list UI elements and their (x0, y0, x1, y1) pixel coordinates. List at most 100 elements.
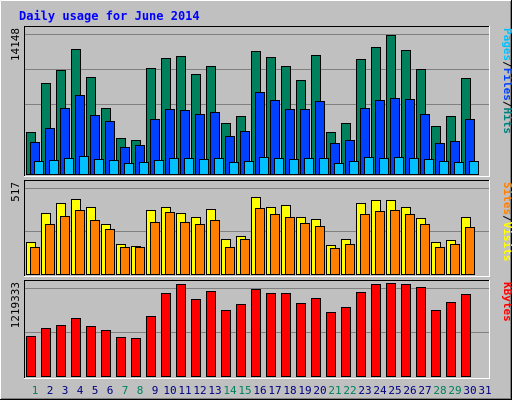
panel-mid-bars (26, 197, 475, 275)
bar-sites-26 (405, 214, 415, 275)
x-tick-label-22: 22 (343, 384, 356, 397)
bar-sites-22 (345, 244, 355, 275)
bar-kbytes-10 (161, 293, 171, 377)
bar-pages-11 (184, 158, 194, 175)
bar-kbytes-20 (311, 298, 321, 377)
bar-kbytes-8 (131, 338, 141, 377)
legend-entry-pages: Pages (501, 28, 512, 61)
bar-sites-1 (30, 247, 40, 275)
bar-kbytes-16 (251, 289, 261, 377)
bar-kbytes-1 (26, 336, 36, 377)
bar-pages-12 (199, 159, 209, 175)
bar-kbytes-23 (356, 292, 366, 377)
bar-pages-6 (109, 160, 119, 175)
bar-sites-30 (465, 227, 475, 275)
bar-pages-5 (94, 159, 104, 175)
bar-pages-14 (229, 162, 239, 175)
bar-pages-4 (79, 156, 89, 175)
bar-kbytes-3 (56, 325, 66, 377)
bar-sites-7 (120, 247, 130, 275)
bar-kbytes-13 (206, 291, 216, 377)
panel-bot-bars (26, 283, 471, 377)
bar-sites-3 (60, 216, 70, 275)
bar-pages-20 (319, 158, 329, 175)
bar-pages-8 (139, 162, 149, 175)
legend-entry-visits: Visits (501, 222, 512, 262)
panel-bot-legend: KBytes (501, 282, 512, 322)
bar-pages-23 (364, 157, 374, 175)
bar-pages-19 (304, 158, 314, 175)
bar-pages-17 (274, 158, 284, 175)
panel-mid-max-label: 517 (9, 182, 22, 202)
bar-sites-11 (180, 222, 190, 275)
x-tick-label-16: 16 (253, 384, 266, 397)
bar-kbytes-17 (266, 293, 276, 377)
bar-kbytes-14 (221, 310, 231, 377)
bar-sites-21 (330, 248, 340, 275)
bar-kbytes-26 (401, 284, 411, 377)
x-tick-label-14: 14 (223, 384, 237, 397)
bar-pages-27 (424, 159, 434, 175)
x-tick-label-13: 13 (208, 384, 221, 397)
x-tick-label-30: 30 (463, 384, 476, 397)
x-tick-label-26: 26 (403, 384, 416, 397)
panel-top-legend: Pages/Files/Hits (501, 28, 512, 134)
bar-kbytes-27 (416, 287, 426, 377)
x-axis: 1 2 3 4 5 6 7 8 9 10 11 12 13 14 15 16 17 18 19 20 21 22 23 24 2… (32, 384, 492, 397)
bar-sites-2 (45, 224, 55, 275)
bar-pages-3 (64, 158, 74, 175)
bar-pages-24 (379, 158, 389, 175)
panel-top-bars (26, 35, 479, 175)
x-tick-label-17: 17 (268, 384, 281, 397)
bar-sites-12 (195, 224, 205, 275)
bar-sites-20 (315, 226, 325, 275)
bar-kbytes-2 (41, 328, 51, 377)
bar-pages-9 (154, 160, 164, 175)
bar-kbytes-24 (371, 284, 381, 377)
bar-sites-16 (255, 208, 265, 275)
bar-sites-8 (135, 247, 145, 275)
panel-top-max-label: 14148 (9, 28, 22, 61)
x-tick-label-8: 8 (137, 384, 144, 397)
x-tick-label-27: 27 (418, 384, 431, 397)
legend-entry-separator: / (501, 61, 512, 68)
bar-pages-26 (409, 158, 419, 175)
bar-pages-21 (334, 163, 344, 175)
bar-pages-1 (34, 161, 44, 175)
bar-sites-25 (390, 210, 400, 275)
bar-sites-14 (225, 247, 235, 275)
bar-sites-4 (75, 210, 85, 275)
bar-kbytes-12 (191, 299, 201, 377)
panel-mid: 517 Sites/Visits (9, 180, 512, 277)
x-tick-label-9: 9 (152, 384, 159, 397)
x-tick-label-21: 21 (328, 384, 341, 397)
bar-sites-29 (450, 244, 460, 275)
x-tick-label-31: 31 (478, 384, 491, 397)
x-tick-label-6: 6 (107, 384, 114, 397)
x-tick-label-2: 2 (47, 384, 54, 397)
bar-kbytes-30 (461, 294, 471, 377)
bar-pages-30 (469, 161, 479, 175)
bar-sites-28 (435, 247, 445, 275)
bar-pages-10 (169, 158, 179, 175)
bar-kbytes-18 (281, 293, 291, 377)
x-tick-label-24: 24 (373, 384, 387, 397)
legend-entry-kbytes: KBytes (501, 282, 512, 322)
bar-sites-15 (240, 239, 250, 275)
bar-pages-18 (289, 159, 299, 175)
chart-panels: 14148Pages/Files/Hits517Sites/Visits1219… (9, 26, 512, 379)
legend-entry-sites: Sites (501, 182, 512, 215)
x-tick-label-19: 19 (298, 384, 311, 397)
x-tick-label-1: 1 (32, 384, 39, 397)
bar-pages-28 (439, 161, 449, 175)
bar-sites-6 (105, 229, 115, 275)
x-tick-label-3: 3 (62, 384, 69, 397)
bar-kbytes-7 (116, 337, 126, 377)
bar-sites-18 (285, 217, 295, 275)
bar-pages-25 (394, 157, 404, 175)
bar-sites-9 (150, 222, 160, 275)
x-tick-label-11: 11 (178, 384, 191, 397)
legend-entry-separator: / (501, 215, 512, 222)
bar-pages-15 (244, 161, 254, 175)
